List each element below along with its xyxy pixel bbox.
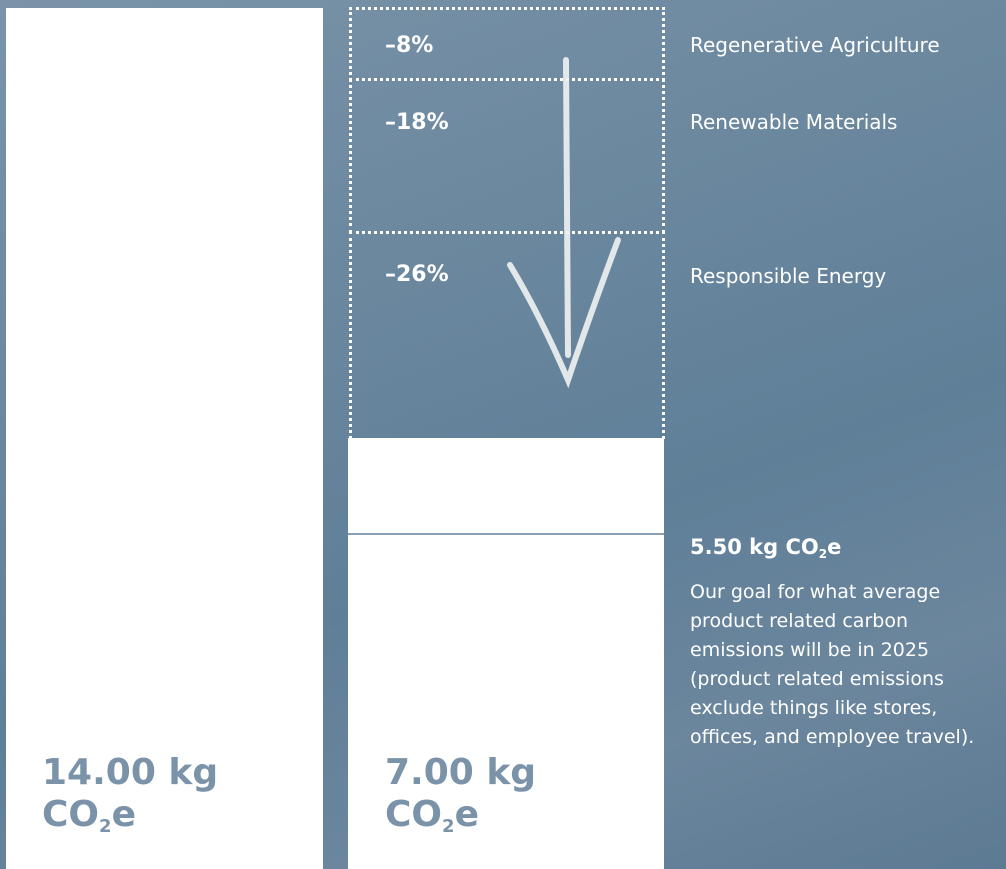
arrow: [507, 57, 621, 389]
unit: e: [827, 535, 842, 559]
goal-heading: 5.50 kg CO2e: [690, 535, 842, 561]
reduction-box: [349, 7, 665, 81]
reduction-box: [349, 231, 665, 439]
percent: –8%: [385, 33, 434, 58]
unit: CO: [785, 535, 819, 559]
unit-sub: 2: [442, 816, 455, 837]
unit: e: [454, 794, 479, 835]
reduction-label: Renewable Materials: [690, 110, 898, 134]
amount: 7.00 kg: [385, 752, 537, 793]
unit: CO: [385, 794, 443, 835]
percent: –26%: [385, 262, 449, 287]
reduction-label: Responsible Energy: [690, 264, 887, 288]
unit-sub: 2: [818, 547, 828, 561]
amount: 14.00 kg: [42, 752, 219, 793]
unit-sub: 2: [99, 816, 112, 837]
unit: CO: [42, 794, 100, 835]
goal-line: [348, 533, 664, 535]
percent: –18%: [385, 110, 449, 135]
unit: e: [111, 794, 136, 835]
reduction-label: Regenerative Agriculture: [690, 33, 940, 57]
reduction-box: [349, 78, 665, 234]
baseline-bar: [6, 8, 323, 869]
current-label: 7.00 kg CO2e: [385, 752, 536, 836]
current-bar: [348, 438, 664, 869]
baseline-label: 14.00 kg CO2e: [42, 752, 218, 836]
amount: 5.50 kg: [690, 535, 779, 559]
goal-description: Our goal for what average product relate…: [690, 581, 975, 748]
